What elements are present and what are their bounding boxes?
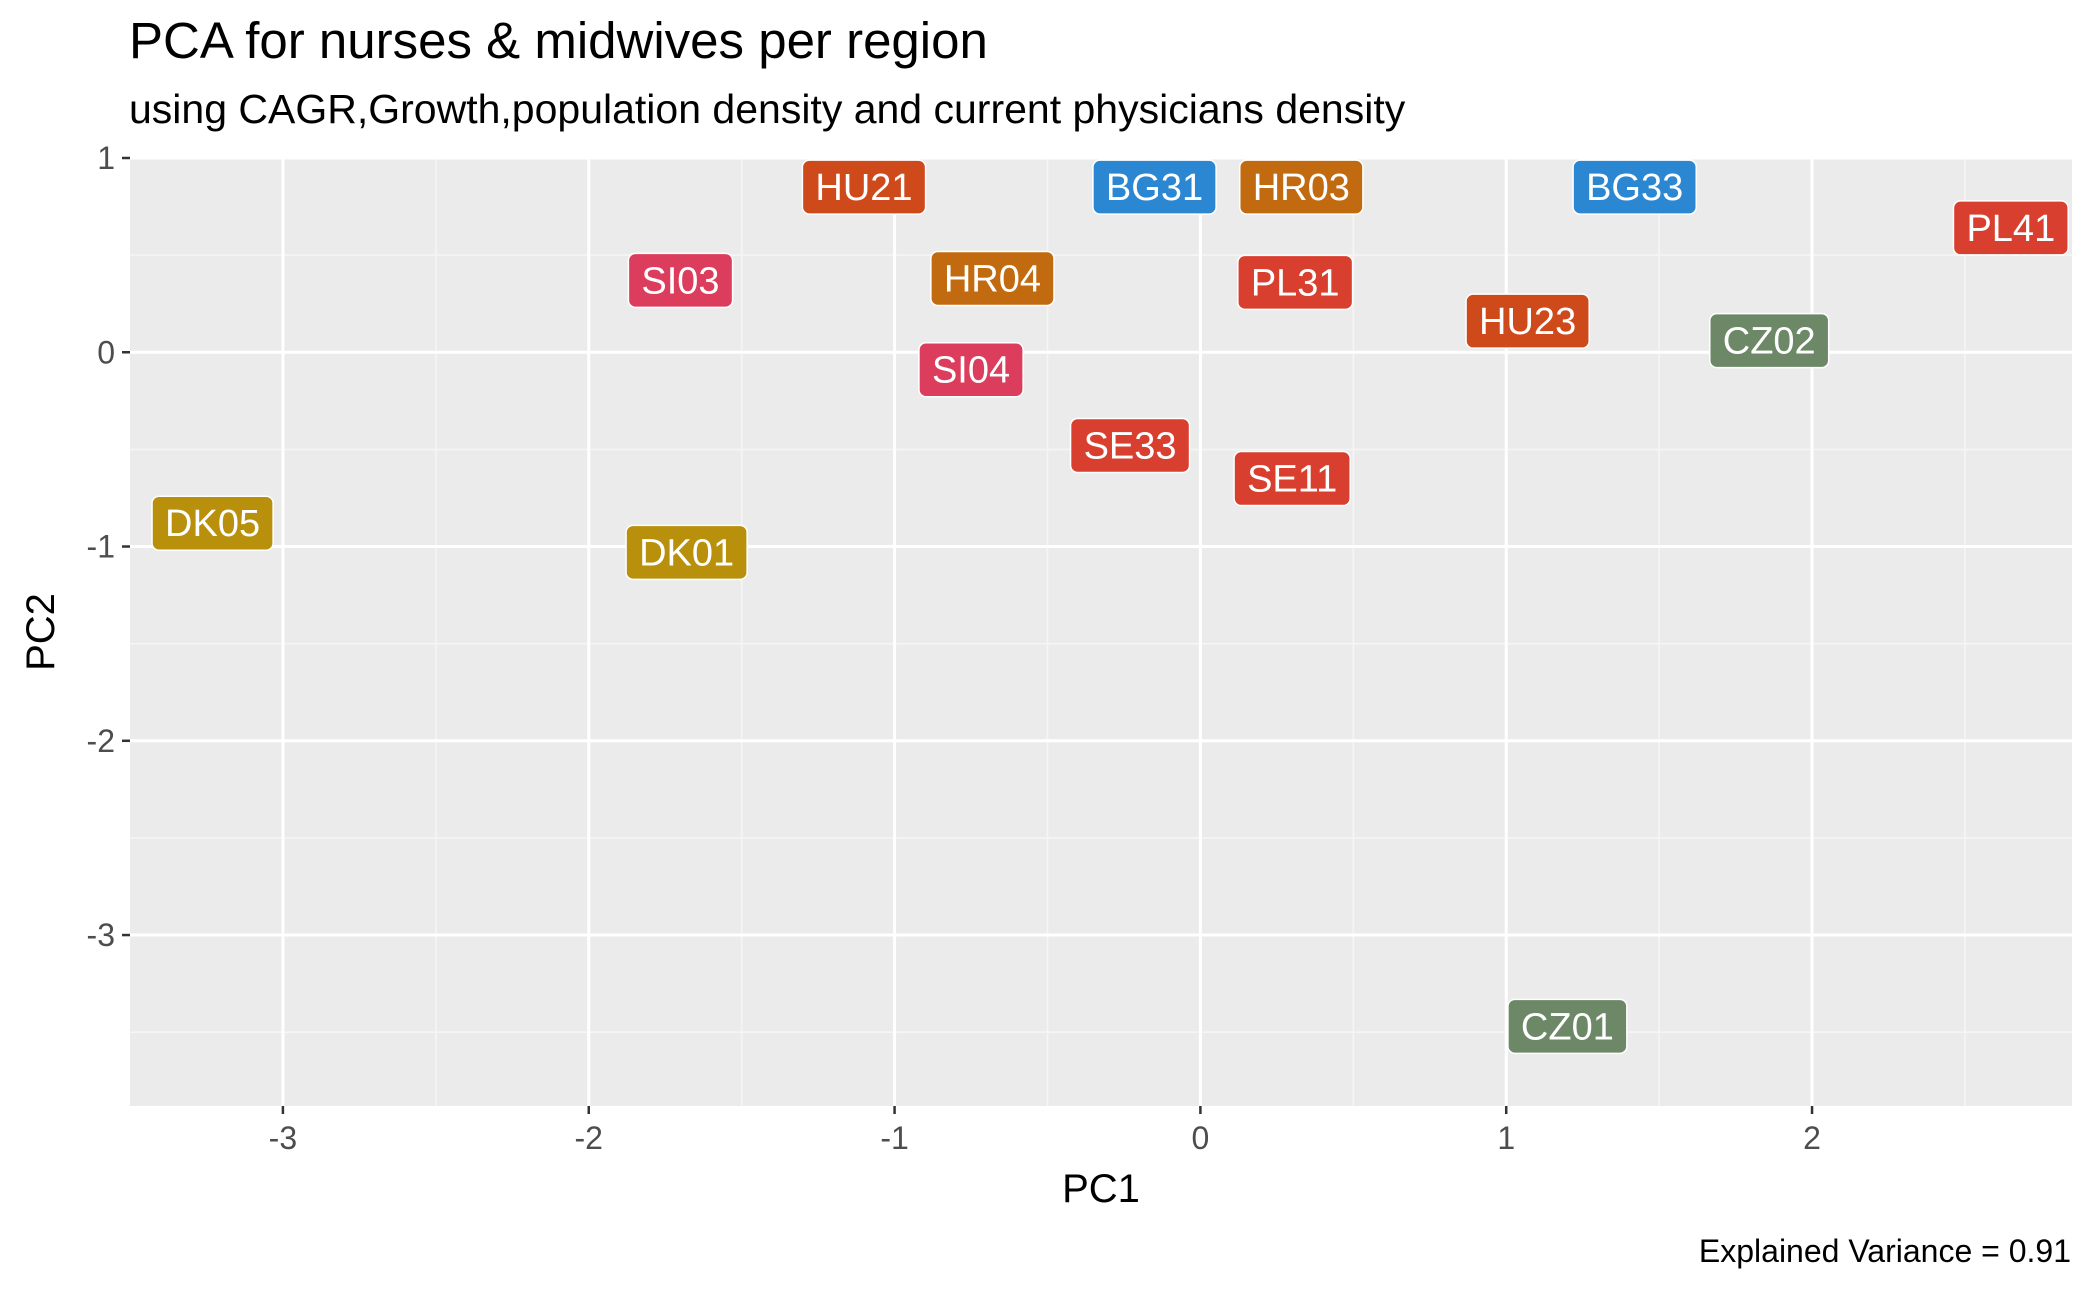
point-label-pl31: PL31 <box>1237 254 1354 311</box>
point-label-hu23: HU23 <box>1465 293 1590 349</box>
minor-gridlines <box>130 158 2072 1106</box>
point-label-cz01: CZ01 <box>1507 998 1628 1055</box>
point-label-text: DK05 <box>165 503 260 545</box>
point-label-box <box>1709 312 1830 369</box>
chart-title: PCA for nurses & midwives per region <box>129 12 988 69</box>
point-labels: HU21 BG31 HR03 BG33 PL41 SI03 HR04 PL31 HU23 CZ02… <box>151 159 2069 1055</box>
point-label-box <box>1092 159 1217 215</box>
point-label-text: HR04 <box>944 258 1041 300</box>
point-label-box <box>1069 417 1191 474</box>
point-label-box <box>1952 200 2069 256</box>
point-label-box <box>1237 254 1354 311</box>
point-label-box <box>1233 450 1351 507</box>
point-label-text: BG31 <box>1106 167 1203 209</box>
point-label-dk05: DK05 <box>151 495 274 551</box>
point-label-se11: SE11 <box>1233 450 1351 507</box>
chart-subtitle: using CAGR,Growth,population density and… <box>129 86 1406 132</box>
point-label-text: SI04 <box>932 350 1010 392</box>
x-tick-label: -2 <box>575 1120 603 1156</box>
x-tick-label: 1 <box>1497 1120 1515 1156</box>
point-label-si04: SI04 <box>918 341 1024 398</box>
point-label-hr03: HR03 <box>1238 159 1364 215</box>
y-tick-label: -3 <box>87 917 115 953</box>
point-label-box <box>627 252 734 309</box>
x-tick-label: 0 <box>1191 1120 1209 1156</box>
point-label-bg33: BG33 <box>1572 159 1698 215</box>
point-label-box <box>151 495 274 551</box>
point-label-text: HU23 <box>1479 301 1576 343</box>
point-label-text: SE11 <box>1247 459 1337 501</box>
point-label-box <box>625 524 748 581</box>
y-tick-label: -2 <box>87 723 115 759</box>
point-label-box <box>918 341 1024 398</box>
x-axis-title: PC1 <box>1062 1167 1140 1211</box>
point-label-box <box>1507 998 1628 1055</box>
point-label-text: PL31 <box>1251 262 1340 304</box>
point-label-se33: SE33 <box>1069 417 1191 474</box>
point-label-bg31: BG31 <box>1092 159 1217 215</box>
point-label-text: SI03 <box>641 260 719 302</box>
point-label-hr04: HR04 <box>930 250 1055 307</box>
axis-tick-marks <box>122 156 1814 1114</box>
point-label-text: CZ02 <box>1723 321 1816 363</box>
point-label-text: BG33 <box>1586 167 1683 209</box>
y-tick-label: 0 <box>97 334 115 370</box>
y-axis-title: PC2 <box>19 593 63 671</box>
point-label-text: HR03 <box>1253 167 1350 209</box>
point-label-hu21: HU21 <box>801 159 927 215</box>
point-label-text: CZ01 <box>1521 1006 1614 1048</box>
x-axis-tick-labels: -3 -2 -1 0 1 2 <box>269 1120 1821 1156</box>
point-label-cz02: CZ02 <box>1709 312 1830 369</box>
point-label-text: DK01 <box>639 532 734 574</box>
point-label-dk01: DK01 <box>625 524 748 581</box>
caption-explained-variance: Explained Variance = 0.91 <box>1699 1233 2071 1269</box>
x-tick-label: -1 <box>880 1120 908 1156</box>
point-label-box <box>801 159 927 215</box>
point-label-text: PL41 <box>1966 208 2055 250</box>
x-tick-label: 2 <box>1803 1120 1821 1156</box>
major-gridlines <box>130 156 2072 1106</box>
x-tick-label: -3 <box>269 1120 297 1156</box>
point-label-box <box>1572 159 1698 215</box>
point-label-box <box>1465 293 1590 349</box>
y-tick-label: 1 <box>97 140 115 176</box>
plot-panel <box>130 158 2072 1106</box>
point-label-text: SE33 <box>1084 426 1177 468</box>
point-label-box <box>930 250 1055 307</box>
point-label-si03: SI03 <box>627 252 734 309</box>
y-tick-label: -1 <box>87 529 115 565</box>
y-axis-tick-labels: -3 -2 -1 0 1 <box>87 140 115 953</box>
point-label-box <box>1238 159 1364 215</box>
point-label-text: HU21 <box>815 167 912 209</box>
point-label-pl41: PL41 <box>1952 200 2069 256</box>
